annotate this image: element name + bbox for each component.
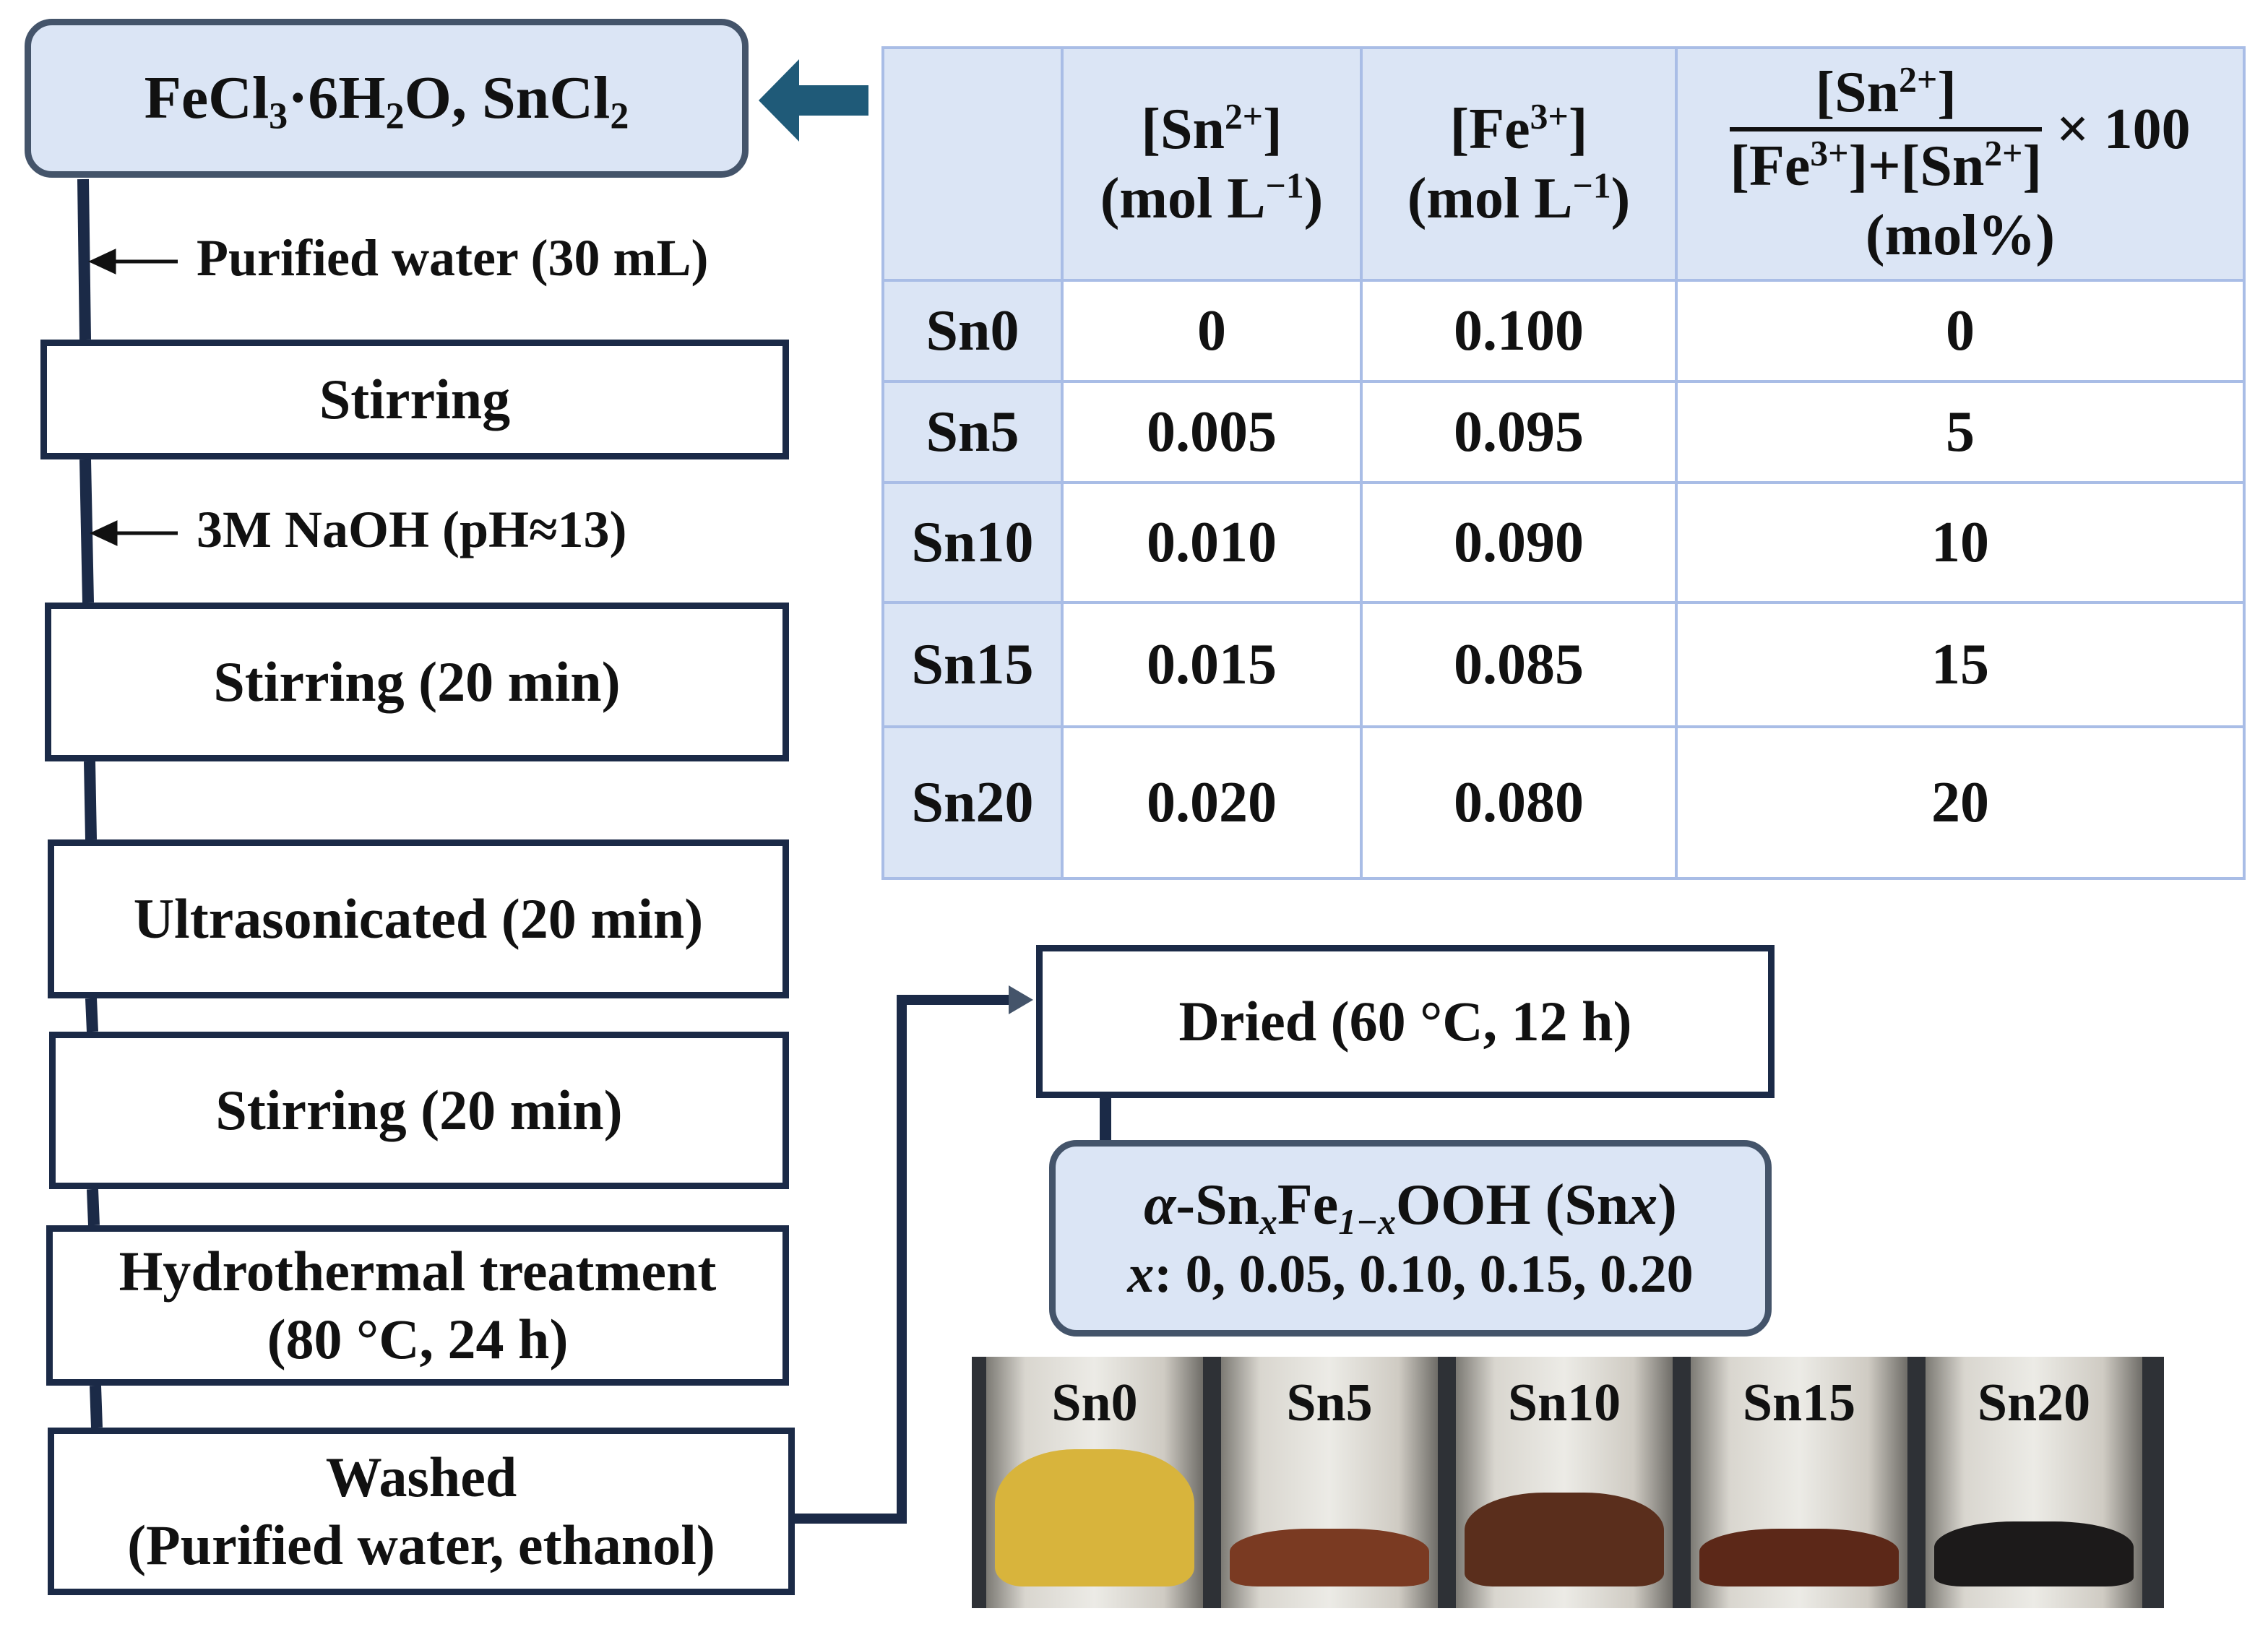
cell-mol: 10 — [1675, 481, 2246, 604]
header-fe-conc: [Fe3+] (mol L−1) — [1360, 46, 1678, 282]
start-reagents-text: FeCl3·6H2O, SnCl2 — [144, 64, 629, 137]
header-times-100: × 100 — [2056, 98, 2191, 161]
connector-line — [90, 1385, 103, 1428]
washed-to-dried-arrowhead — [1009, 985, 1033, 1014]
cell-sn: 0 — [1061, 279, 1363, 383]
step-label-line1: Washed — [325, 1446, 517, 1509]
header-mol-percent: [Sn2+] [Fe3+]+[Sn2+] × 100 (mol%) — [1675, 46, 2246, 282]
vial-label: Sn0 — [1051, 1373, 1138, 1433]
sample-vials-photo: Sn0 Sn5 Sn10 Sn15 Sn20 — [972, 1357, 2164, 1608]
powder-sample — [1699, 1529, 1899, 1586]
row-label: Sn10 — [881, 481, 1064, 604]
vial: Sn20 — [1926, 1357, 2142, 1608]
connector-line — [84, 761, 97, 840]
cell-mol: 0 — [1675, 279, 2246, 383]
step-washed: Washed (Purified water, ethanol) — [48, 1428, 795, 1595]
cell-sn: 0.015 — [1061, 601, 1363, 728]
step-dried: Dried (60 °C, 12 h) — [1036, 945, 1775, 1098]
step-label-line1: Hydrothermal treatment — [118, 1240, 717, 1303]
step-stirring-2: Stirring (20 min) — [45, 603, 789, 761]
vial: Sn15 — [1691, 1357, 1907, 1608]
naoh-arrowhead — [90, 520, 118, 546]
cell-mol: 15 — [1675, 601, 2246, 728]
start-reagents-box: FeCl3·6H2O, SnCl2 — [25, 19, 749, 178]
step-label-line2: (80 °C, 24 h) — [267, 1308, 569, 1370]
cell-sn: 0.020 — [1061, 725, 1363, 880]
water-arrowhead — [88, 249, 116, 275]
step-label: Dried (60 °C, 12 h) — [1178, 990, 1632, 1053]
header-empty — [881, 46, 1064, 282]
header-fraction: [Sn2+] [Fe3+]+[Sn2+] — [1730, 58, 2043, 201]
connector-line — [87, 1188, 100, 1226]
step-label-line2: (Purified water, ethanol) — [127, 1514, 715, 1576]
naoh-note: 3M NaOH (pH≈13) — [197, 501, 627, 558]
step-label: Stirring (20 min) — [215, 1079, 623, 1142]
connector-line — [85, 998, 98, 1032]
row-label: Sn15 — [881, 601, 1064, 728]
table-row: Sn15 0.015 0.085 15 — [881, 601, 2246, 728]
cell-mol: 20 — [1675, 725, 2246, 880]
step-label: Stirring — [319, 368, 511, 431]
row-label: Sn0 — [881, 279, 1064, 383]
cell-fe: 0.090 — [1360, 481, 1678, 604]
table-row: Sn5 0.005 0.095 5 — [881, 380, 2246, 484]
vial-label: Sn20 — [1977, 1373, 2091, 1433]
vial-label: Sn10 — [1507, 1373, 1621, 1433]
step-ultrasonicated: Ultrasonicated (20 min) — [48, 839, 789, 998]
powder-sample — [1934, 1521, 2134, 1586]
product-x-values: x: 0, 0.05, 0.10, 0.15, 0.20 — [1127, 1244, 1694, 1304]
table-header-row: [Sn2+] (mol L−1) [Fe3+] (mol L−1) [Sn2+]… — [881, 46, 2246, 282]
cell-mol: 5 — [1675, 380, 2246, 484]
cell-sn: 0.010 — [1061, 481, 1363, 604]
cell-fe: 0.085 — [1360, 601, 1678, 728]
vial: Sn5 — [1221, 1357, 1438, 1608]
vial: Sn0 — [986, 1357, 1203, 1608]
powder-sample — [1465, 1493, 1664, 1586]
header-unit: (mol%) — [1865, 204, 2056, 267]
step-stirring-1: Stirring — [40, 340, 789, 459]
vial-label: Sn15 — [1742, 1373, 1856, 1433]
table-row: Sn10 0.010 0.090 10 — [881, 481, 2246, 604]
step-stirring-3: Stirring (20 min) — [49, 1032, 789, 1189]
product-formula: α-SnxFe1−xOOH (Snx) — [1144, 1173, 1677, 1242]
header-sn-conc: [Sn2+] (mol L−1) — [1061, 46, 1363, 282]
product-box: α-SnxFe1−xOOH (Snx) x: 0, 0.05, 0.10, 0.… — [1049, 1140, 1772, 1337]
cell-sn: 0.005 — [1061, 380, 1363, 484]
vial-label: Sn5 — [1286, 1373, 1373, 1433]
table-to-start-arrow — [759, 59, 868, 142]
step-label: Ultrasonicated (20 min) — [133, 887, 704, 951]
table-row: Sn0 0 0.100 0 — [881, 279, 2246, 383]
vial: Sn10 — [1456, 1357, 1673, 1608]
table-row: Sn20 0.020 0.080 20 — [881, 725, 2246, 880]
step-hydrothermal: Hydrothermal treatment (80 °C, 24 h) — [46, 1225, 789, 1386]
powder-sample — [995, 1449, 1194, 1586]
cell-fe: 0.080 — [1360, 725, 1678, 880]
cell-fe: 0.100 — [1360, 279, 1678, 383]
washed-to-dried-line — [795, 995, 1012, 1524]
cell-fe: 0.095 — [1360, 380, 1678, 484]
connector-line — [77, 178, 91, 340]
composition-table: [Sn2+] (mol L−1) [Fe3+] (mol L−1) [Sn2+]… — [881, 46, 2246, 880]
step-label: Stirring (20 min) — [213, 650, 621, 714]
purified-water-note: Purified water (30 mL) — [197, 229, 709, 287]
connector-line — [79, 459, 94, 603]
row-label: Sn20 — [881, 725, 1064, 880]
row-label: Sn5 — [881, 380, 1064, 484]
powder-sample — [1230, 1529, 1429, 1586]
